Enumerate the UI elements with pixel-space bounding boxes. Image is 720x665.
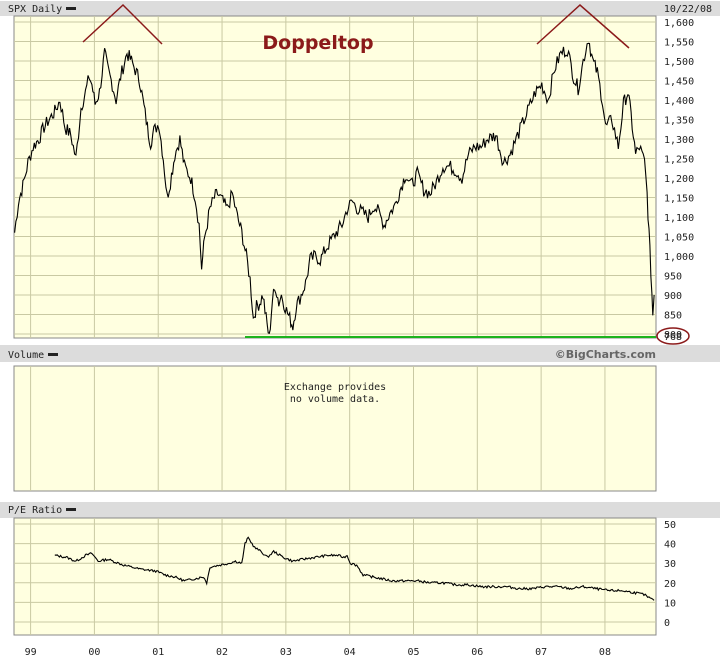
price-y-tick-label: 950 [664,272,682,283]
x-tick-label: 04 [344,647,356,658]
support-level-ellipse [656,327,690,345]
support-level-label: 768 [664,332,682,343]
price-panel [13,15,657,339]
pe-y-tick-label: 10 [664,598,676,609]
price-y-tick-label: 1,600 [664,18,694,29]
price-line [14,42,655,335]
price-y-tick-label: 1,000 [664,252,694,263]
pe-y-tick-label: 30 [664,559,676,570]
volume-message-line2: no volume data. [290,394,380,405]
volume-panel [13,365,657,492]
x-tick-label: 07 [535,647,547,658]
chart-date: 10/22/08 [664,4,712,15]
tick-labels: 99 00 01 02 03 04 05 06 07 08 1,600 1,550 1,500 1,450… [25,18,695,658]
price-y-tick-label: 1,100 [664,213,694,224]
pe-y-tick-label: 20 [664,579,676,590]
grid-lines [14,16,656,635]
price-y-tick-label: 1,350 [664,116,694,127]
collapse-icon[interactable] [66,7,76,10]
pe-series [54,536,655,601]
volume-message-line1: Exchange provides [284,382,386,393]
pe-y-tick-label: 40 [664,540,676,551]
volume-label: Volume [8,350,44,361]
watermark: ©BigCharts.com [555,348,656,361]
price-header-bar [0,1,720,16]
price-y-tick-label: 1,200 [664,174,694,185]
x-tick-label: 01 [152,647,164,658]
pe-y-tick-label: 0 [664,618,670,629]
pe-line [54,536,655,601]
price-y-tick-label: 1,050 [664,233,694,244]
price-y-tick-label: 1,300 [664,135,694,146]
pe-y-tick-label: 50 [664,520,676,531]
peak-marker-1 [82,3,163,45]
x-tick-label: 05 [407,647,419,658]
pe-header-bar [0,502,720,518]
x-tick-label: 03 [280,647,292,658]
price-y-tick-label: 1,550 [664,38,694,49]
price-y-tick-label: 1,150 [664,194,694,205]
doppeltop-title: Doppeltop [262,32,373,54]
x-tick-label: 06 [471,647,483,658]
volume-header-bar [0,345,720,362]
pe-panel [13,517,657,636]
price-y-tick-label: 1,250 [664,155,694,166]
pe-collapse-icon[interactable] [66,508,76,511]
price-y-tick-label: 850 [664,311,682,322]
x-tick-label: 02 [216,647,228,658]
price-y-tick-label: 1,450 [664,77,694,88]
symbol-label: SPX Daily [8,4,62,15]
x-tick-label: 00 [88,647,100,658]
pe-label: P/E Ratio [8,505,62,516]
x-tick-label: 99 [25,647,37,658]
price-series [14,42,655,335]
price-y-tick-label: 800 [664,330,682,341]
price-y-tick-label: 900 [664,291,682,302]
volume-collapse-icon[interactable] [48,353,58,356]
price-y-tick-label: 1,400 [664,96,694,107]
x-tick-label: 08 [599,647,611,658]
price-y-tick-label: 1,500 [664,57,694,68]
peak-marker-2 [536,3,630,49]
